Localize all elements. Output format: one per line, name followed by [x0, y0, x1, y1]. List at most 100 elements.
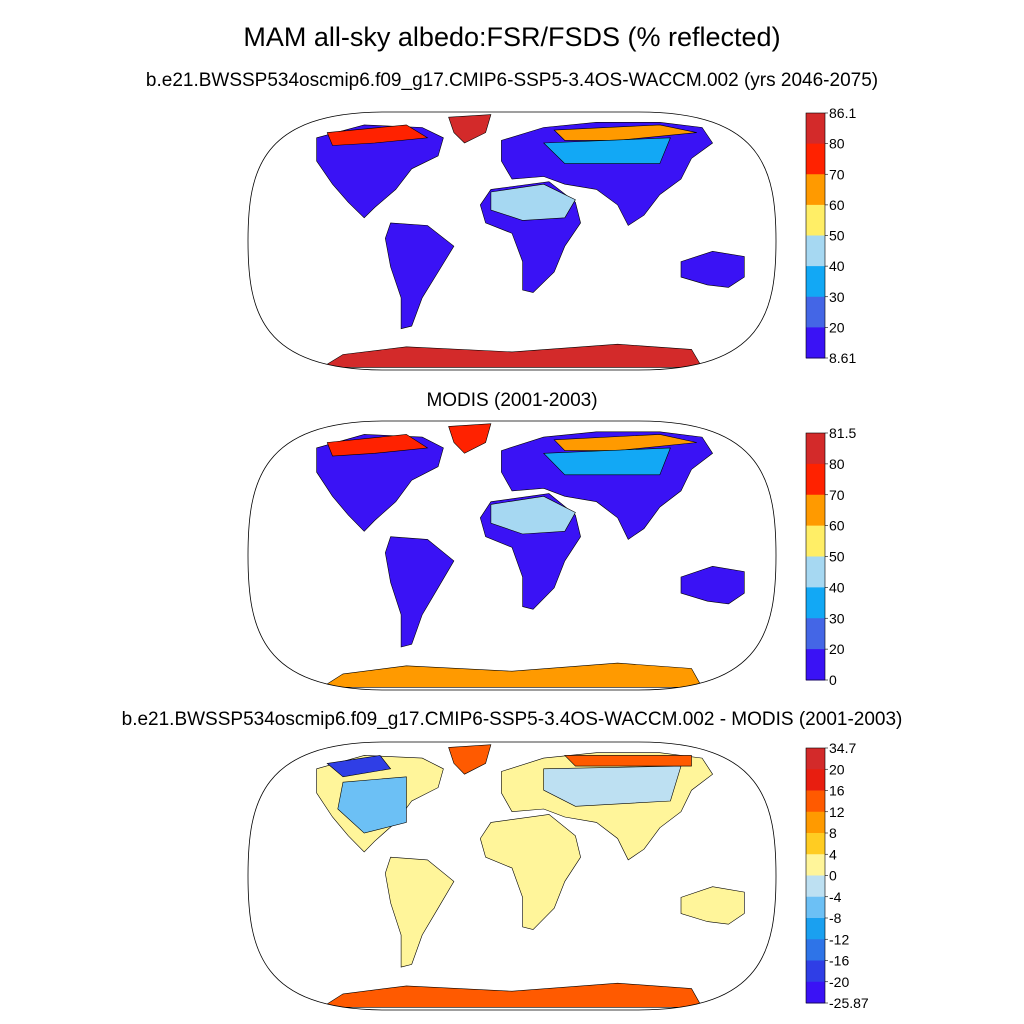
colorbar-segment: [806, 790, 825, 813]
map-panel-model: [247, 111, 777, 371]
colorbar-tick-label: -20: [829, 974, 849, 990]
colorbar-tick-label: 50: [829, 228, 845, 244]
colorbar-segment: [806, 833, 825, 855]
colorbar-segment: [806, 769, 825, 791]
antarctica: [320, 343, 703, 368]
colorbar-tick-label: -12: [829, 931, 849, 947]
colorbar-tick-label: -4: [829, 889, 842, 905]
figure-title: MAM all-sky albedo:FSR/FSDS (% reflected…: [243, 22, 781, 52]
colorbar-tick-label: 50: [829, 549, 845, 565]
africa: [479, 814, 581, 930]
colorbar-tick-label: 70: [829, 166, 845, 182]
colorbar-tick-label: 70: [829, 487, 845, 503]
greenland: [448, 114, 492, 144]
colorbar-tick-label: 20: [829, 319, 845, 335]
sahara-region: [490, 183, 576, 221]
colorbar-segment: [806, 327, 825, 359]
colorbar-tick-label: 20: [829, 761, 845, 777]
antarctica: [320, 982, 703, 1008]
colorbar-segment: [806, 649, 825, 681]
sahara-region: [490, 495, 576, 535]
map-panel-obs: [247, 420, 777, 691]
colorbar-tick-label: 30: [829, 610, 845, 626]
colorbar-segment: [806, 113, 825, 145]
colorbar-tick-label: -16: [829, 953, 849, 969]
globe-outline: [247, 420, 777, 691]
colorbar-segment: [806, 525, 825, 558]
south-america: [384, 222, 455, 330]
colorbar-tick-label: 4: [829, 846, 837, 862]
north-america-cool-region: [337, 776, 407, 834]
eurasia-cool-region: [543, 765, 682, 807]
panel-model-title: b.e21.BWSSP534oscmip6.f09_g17.CMIP6-SSP5…: [145, 70, 879, 91]
colorbar-segment: [806, 811, 825, 834]
australia: [680, 886, 745, 925]
colorbar-model: 86.1 80 70 60 50 40 30 20 8.61: [805, 105, 856, 366]
australia: [680, 250, 745, 288]
colorbar-segment: [806, 204, 825, 237]
siberia-north-region: [553, 434, 697, 451]
colorbar-tick-label: 0: [829, 868, 837, 884]
colorbar-diff: 34.7 20 16 12 8 4 0 -4 -8 -12 -16 -20 -25.87: [805, 740, 869, 1011]
colorbar-tick-label: 80: [829, 456, 845, 472]
colorbar-segment: [806, 556, 825, 588]
siberia-north-region: [553, 124, 697, 141]
colorbar-segment: [806, 433, 825, 465]
colorbar-segment: [806, 143, 825, 175]
colorbar-tick-label: 40: [829, 579, 845, 595]
colorbar-segment: [806, 174, 825, 206]
colorbar-segment: [806, 266, 825, 298]
greenland: [448, 744, 492, 775]
colorbar-segment: [806, 587, 825, 619]
colorbar-segment: [806, 960, 825, 983]
colorbar-tick-label: 60: [829, 197, 845, 213]
colorbar-tick-label: 60: [829, 518, 845, 534]
colorbar-segment: [806, 235, 825, 267]
colorbar-segment: [806, 296, 825, 328]
colorbar-tick-label: -8: [829, 910, 842, 926]
south-america: [384, 536, 455, 648]
colorbar-tick-label: 8.61: [829, 350, 856, 366]
globe-outline: [247, 741, 777, 1011]
colorbar-tick-label: 34.7: [829, 740, 856, 756]
arctic-warm-region: [564, 755, 692, 767]
colorbar-tick-label: 16: [829, 783, 845, 799]
arctic-canada-region: [326, 434, 429, 457]
colorbar-tick-label: 0: [829, 672, 837, 688]
eurasia-interior-region: [542, 137, 671, 164]
colorbar-tick-label: 12: [829, 804, 845, 820]
panel-obs-title: MODIS (2001-2003): [426, 390, 598, 411]
colorbar-segment: [806, 854, 825, 876]
colorbar-segment: [806, 896, 825, 919]
colorbar-tick-label: 86.1: [829, 105, 856, 121]
greenland: [448, 423, 492, 454]
colorbar-tick-label: 40: [829, 258, 845, 274]
colorbar-tick-label: -25.87: [829, 995, 869, 1011]
arctic-canada-region: [326, 755, 392, 778]
colorbar-segment: [806, 463, 825, 496]
colorbar-tick-label: 8: [829, 825, 837, 841]
colorbar-tick-label: 81.5: [829, 425, 856, 441]
map-panel-diff: [247, 741, 777, 1011]
colorbar-segment: [806, 494, 825, 527]
arctic-canada-region: [326, 124, 429, 146]
panel-diff-title: b.e21.BWSSP534oscmip6.f09_g17.CMIP6-SSP5…: [121, 709, 903, 730]
australia: [680, 565, 745, 605]
colorbar-segment: [806, 918, 825, 940]
colorbar-tick-label: 80: [829, 136, 845, 152]
colorbar-segment: [806, 618, 825, 650]
colorbar-tick-label: 20: [829, 641, 845, 657]
globe-outline: [247, 111, 777, 371]
north-america: [316, 434, 444, 532]
colorbar-obs: 81.5 80 70 60 50 40 30 20 0: [805, 425, 856, 688]
south-america: [384, 856, 455, 968]
north-america: [316, 124, 444, 219]
antarctica: [320, 662, 703, 688]
colorbar-segment: [806, 748, 825, 770]
colorbar-segment: [806, 981, 825, 1004]
colorbar-tick-label: 30: [829, 289, 845, 305]
eurasia-interior-region: [543, 447, 671, 476]
colorbar-segment: [806, 939, 825, 961]
colorbar-segment: [806, 875, 825, 898]
